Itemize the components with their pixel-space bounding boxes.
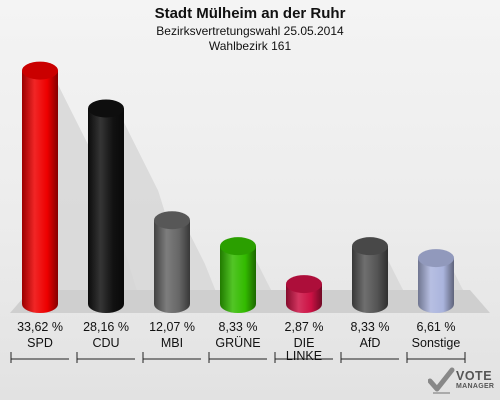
value-label-cdu: 28,16 % — [83, 320, 129, 334]
bar-shadow — [190, 234, 220, 300]
bar-mbi — [154, 211, 190, 313]
category-label-die-linke: DIE LINKE — [285, 336, 323, 363]
bar-bottom — [88, 295, 124, 313]
logo-text-vote: VOTE — [456, 369, 493, 383]
bar-die-linke — [286, 275, 322, 313]
bars — [22, 61, 454, 313]
bar-gr-ne — [220, 237, 256, 313]
category-label-sonstige: Sonstige — [411, 336, 461, 350]
category-label-afd: AfD — [359, 336, 381, 350]
checkmark-icon — [428, 367, 455, 394]
bar-spd — [22, 61, 58, 313]
value-label-mbi: 12,07 % — [149, 320, 195, 334]
bar-bottom — [220, 295, 256, 313]
bar-afd — [352, 237, 388, 313]
vote-manager-logo: VOTE MANAGER — [428, 367, 498, 397]
logo-text-manager: MANAGER — [456, 383, 495, 390]
value-label-afd: 8,33 % — [350, 320, 390, 334]
bar-top — [418, 249, 454, 268]
value-label-spd: 33,62 % — [17, 320, 63, 334]
bar-top — [22, 61, 58, 80]
bar-top — [88, 99, 124, 118]
bar-bottom — [418, 295, 454, 313]
bar-top — [286, 275, 322, 294]
category-label-cdu: CDU — [92, 336, 120, 350]
value-label-die-linke: 2,87 % — [284, 320, 324, 334]
bar-bottom — [352, 295, 388, 313]
bar-bottom — [154, 295, 190, 313]
category-axis — [10, 352, 466, 363]
bar-body — [220, 246, 256, 304]
bar-body — [154, 220, 190, 304]
value-label-gr-ne: 8,33 % — [218, 320, 258, 334]
bar-top — [154, 211, 190, 230]
chart-title: Stadt Mülheim an der Ruhr — [154, 5, 346, 22]
bar-top — [220, 237, 256, 256]
category-label-spd: SPD — [27, 336, 53, 350]
bar-bottom — [286, 295, 322, 313]
category-label-gr-ne: GRÜNE — [215, 336, 261, 350]
category-label-mbi: MBI — [160, 336, 184, 350]
bar-body — [22, 70, 58, 304]
bar-body — [88, 108, 124, 305]
bar-cdu — [88, 99, 124, 313]
bar-body — [352, 246, 388, 304]
bar-bottom — [22, 295, 58, 313]
value-label-sonstige: 6,61 % — [416, 320, 456, 334]
bar-top — [352, 237, 388, 256]
chart-subtitle-election: Bezirksvertretungswahl 25.05.2014 — [156, 24, 344, 38]
chart-subtitle-district: Wahlbezirk 161 — [208, 39, 292, 53]
bar-sonstige — [418, 249, 454, 313]
